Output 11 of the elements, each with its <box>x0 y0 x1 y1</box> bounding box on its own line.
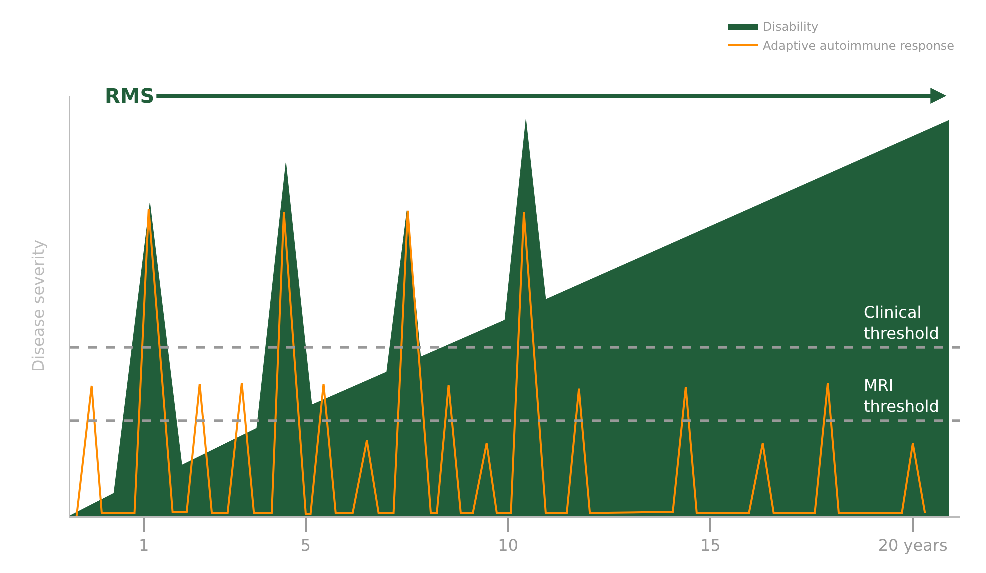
x-tick-label: 15 <box>700 536 721 556</box>
x-tick-label: 10 <box>498 536 518 556</box>
x-tick-label: 1 <box>138 536 150 556</box>
ref-line-label: MRI threshold <box>864 376 940 416</box>
y-axis-title: Disease severity <box>28 240 48 372</box>
text: RMS <box>105 84 155 108</box>
ref-line-label: Clinical threshold <box>864 303 940 343</box>
x-tick-label: 20 years <box>878 536 948 556</box>
x-tick-label: 5 <box>300 536 312 556</box>
legend-label: Adaptive autoimmune response <box>763 39 955 54</box>
legend-label: Disability <box>763 20 819 34</box>
